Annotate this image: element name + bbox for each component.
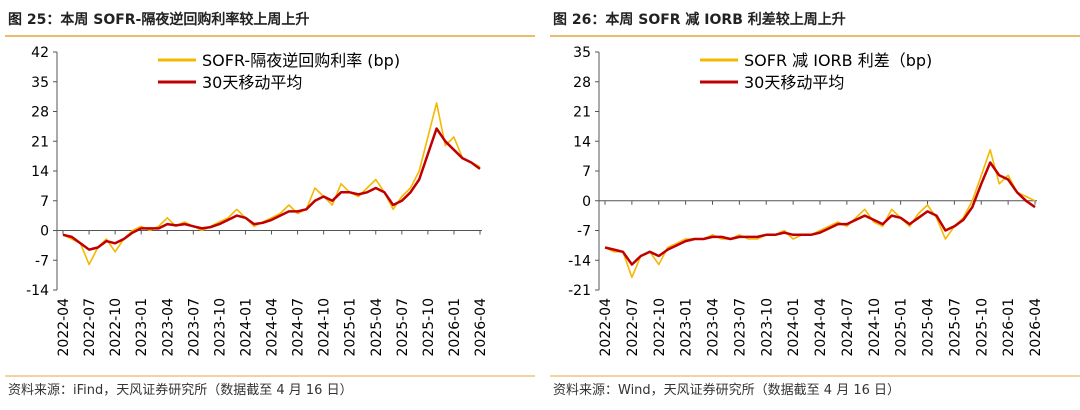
x-tick-label: 2024-04: [813, 298, 829, 357]
y-tick-label: -7: [35, 253, 49, 269]
y-tick-label: 21: [573, 105, 591, 121]
x-tick-label: 2023-07: [732, 298, 748, 357]
x-tick-label: 2024-04: [265, 298, 281, 357]
x-tick-label: 2024-10: [867, 298, 883, 357]
x-tick-label: 2022-07: [625, 298, 641, 357]
y-tick-label: 35: [573, 45, 591, 61]
x-tick-label: 2023-07: [186, 298, 202, 357]
x-tick-label: 2025-07: [395, 298, 411, 357]
x-tick-label: 2025-01: [894, 298, 910, 357]
x-tick-label: 2026-04: [1028, 298, 1044, 357]
x-tick-label: 2024-07: [840, 298, 856, 357]
y-tick-label: 28: [31, 105, 49, 121]
chart-title: 图 25：本周 SOFR-隔夜逆回购利率较上周上升: [8, 11, 309, 28]
x-tick-label: 2024-10: [317, 298, 333, 357]
x-tick-label: 2022-04: [598, 298, 614, 357]
y-tick-label: 21: [31, 134, 49, 150]
x-tick-label: 2025-07: [947, 298, 963, 357]
x-tick-label: 2024-01: [786, 298, 802, 357]
series-line: [604, 149, 1036, 279]
x-tick-label: 2023-10: [759, 298, 775, 357]
y-tick-label: -14: [26, 283, 49, 299]
x-tick-label: 2023-01: [679, 298, 695, 357]
x-tick-label: 2022-04: [56, 298, 72, 357]
x-tick-label: 2026-01: [1001, 298, 1017, 357]
x-tick-label: 2024-07: [291, 298, 307, 357]
x-tick-label: 2023-01: [134, 298, 150, 357]
x-tick-label: 2022-10: [108, 298, 124, 357]
legend-label: 30天移动平均: [202, 73, 302, 92]
y-tick-label: 7: [40, 194, 49, 210]
y-tick-label: -7: [577, 224, 591, 240]
series-line: [62, 127, 481, 251]
x-tick-label: 2026-04: [473, 298, 489, 357]
legend-label: 30天移动平均: [744, 73, 844, 92]
y-tick-label: 0: [582, 194, 591, 210]
legend-label: SOFR-隔夜逆回购利率 (bp): [202, 51, 400, 70]
y-tick-label: 28: [573, 75, 591, 91]
series-line: [62, 102, 481, 266]
x-tick-label: 2023-04: [160, 298, 176, 357]
y-tick-label: 14: [573, 134, 591, 150]
y-tick-label: 42: [31, 45, 49, 61]
y-tick-label: 7: [582, 164, 591, 180]
y-tick-label: -14: [568, 253, 591, 269]
x-tick-label: 2024-01: [238, 298, 254, 357]
series-line: [604, 161, 1036, 266]
x-tick-label: 2025-01: [343, 298, 359, 357]
legend-label: SOFR 减 IORB 利差（bp): [744, 51, 932, 70]
y-tick-label: 35: [31, 75, 49, 91]
x-tick-label: 2025-10: [421, 298, 437, 357]
source: 资料来源：iFind，天风证券研究所（数据截至 4 月 16 日）: [8, 382, 353, 398]
x-tick-label: 2022-07: [82, 298, 98, 357]
x-tick-label: 2022-10: [652, 298, 668, 357]
y-tick-label: -21: [568, 283, 591, 299]
x-tick-label: 2025-04: [921, 298, 937, 357]
source: 资料来源：Wind，天风证券研究所（数据截至 4 月 16 日）: [553, 382, 900, 398]
x-tick-label: 2025-04: [369, 298, 385, 357]
x-tick-label: 2023-04: [706, 298, 722, 357]
x-tick-label: 2025-10: [974, 298, 990, 357]
x-tick-label: 2026-01: [447, 298, 463, 357]
y-tick-label: 14: [31, 164, 49, 180]
y-tick-label: 0: [40, 224, 49, 240]
chart-title: 图 26：本周 SOFR 减 IORB 利差较上周上升: [553, 11, 846, 28]
x-tick-label: 2023-10: [212, 298, 228, 357]
